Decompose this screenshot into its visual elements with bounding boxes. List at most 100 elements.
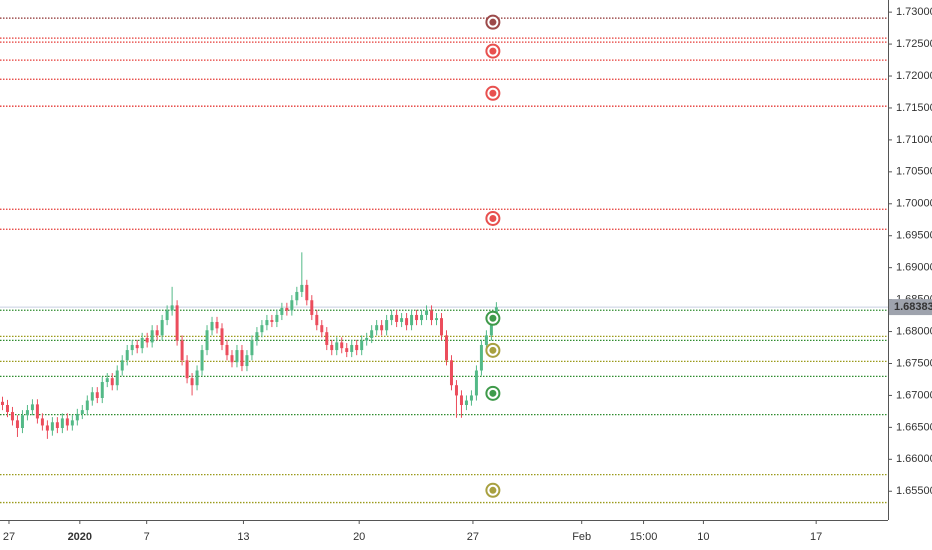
level-marker-dot	[489, 47, 497, 55]
x-tick-label: 2020	[68, 531, 92, 543]
candle-body	[265, 320, 269, 326]
x-tick-label: 27	[467, 531, 479, 543]
y-tick-label: 1.69500	[896, 230, 932, 242]
level-marker-dot	[489, 89, 497, 97]
candle-body	[225, 344, 229, 356]
candle-body	[415, 314, 419, 321]
y-tick-label: 1.71000	[896, 134, 932, 146]
candle-body	[185, 360, 189, 379]
candle-body	[170, 305, 174, 311]
candle-body	[70, 420, 74, 426]
candle-body	[250, 340, 254, 356]
candle-body	[400, 318, 404, 322]
y-tick-label: 1.72000	[896, 70, 932, 82]
candle-body	[315, 314, 319, 326]
candle-body	[50, 422, 54, 431]
x-tick-label: 17	[810, 531, 822, 543]
candle-body	[255, 332, 259, 341]
y-tick-label: 1.72500	[896, 38, 932, 50]
x-tick-label: 7	[144, 531, 150, 543]
candle-body	[440, 318, 444, 336]
candle-body	[105, 378, 109, 383]
candle-body	[65, 418, 69, 426]
candle-body	[25, 410, 29, 416]
candle-body	[15, 420, 19, 429]
candle-body	[230, 355, 234, 363]
candle-body	[100, 382, 104, 398]
candle-body	[75, 413, 79, 421]
x-tick-label: 13	[237, 531, 249, 543]
candle-body	[90, 392, 94, 401]
candle-body	[325, 332, 329, 345]
candle-body	[205, 330, 209, 351]
candle-body	[200, 350, 204, 371]
candle-body	[275, 314, 279, 322]
candle-body	[459, 395, 463, 406]
candle-body	[380, 325, 384, 331]
candle-body	[335, 342, 339, 351]
candle-body	[385, 320, 389, 331]
y-tick-label: 1.68000	[896, 325, 932, 337]
candle-body	[305, 284, 309, 301]
candle-body	[435, 318, 439, 321]
candle-body	[115, 370, 119, 386]
candle-body	[140, 337, 144, 349]
candle-body	[425, 310, 429, 315]
candle-body	[310, 300, 314, 315]
candle-body	[484, 335, 488, 345]
candle-body	[489, 320, 493, 336]
candle-body	[375, 325, 379, 331]
y-tick-label: 1.69000	[896, 262, 932, 274]
y-tick-label: 1.66000	[896, 453, 932, 465]
x-tick-label: 20	[353, 531, 365, 543]
candle-body	[150, 330, 154, 343]
candle-body	[180, 340, 184, 361]
candle-body	[60, 418, 64, 429]
candle-body	[290, 300, 294, 311]
level-marker-dot	[489, 214, 497, 222]
candle-body	[245, 355, 249, 367]
candle-body	[235, 350, 239, 363]
candle-body	[240, 350, 244, 367]
candle-body	[340, 342, 344, 349]
candle-body	[155, 330, 159, 336]
candle-body	[350, 344, 354, 352]
candle-body	[145, 337, 149, 343]
candle-body	[285, 307, 289, 311]
candle-body	[220, 328, 224, 345]
candle-body	[5, 405, 9, 413]
candle-body	[190, 378, 194, 386]
candle-body	[454, 385, 458, 396]
candle-body	[120, 360, 124, 371]
candle-body	[430, 310, 434, 321]
candle-body	[195, 370, 199, 386]
candle-body	[260, 325, 264, 333]
y-tick-label: 1.65500	[896, 485, 932, 497]
x-tick-label: 27	[3, 531, 15, 543]
candle-body	[449, 360, 453, 386]
x-tick-label: 10	[697, 531, 709, 543]
candle-body	[40, 418, 44, 426]
candle-body	[479, 344, 483, 371]
candle-body	[35, 404, 39, 419]
candle-body	[444, 335, 448, 361]
candle-body	[320, 325, 324, 333]
candle-body	[55, 422, 59, 429]
candle-body	[405, 318, 409, 326]
y-tick-label: 1.70000	[896, 198, 932, 210]
candle-body	[365, 337, 369, 341]
candle-body	[395, 314, 399, 322]
candle-body	[175, 305, 179, 341]
y-tick-label: 1.73000	[896, 6, 932, 18]
candle-body	[0, 401, 4, 406]
candle-body	[210, 321, 214, 331]
level-marker-dot	[489, 389, 497, 397]
last-price-badge	[889, 299, 932, 316]
candle-body	[390, 314, 394, 321]
candle-body	[420, 314, 424, 321]
candle-body	[295, 291, 299, 301]
candle-body	[10, 412, 14, 421]
last-price-label: 1.68383	[894, 301, 932, 313]
